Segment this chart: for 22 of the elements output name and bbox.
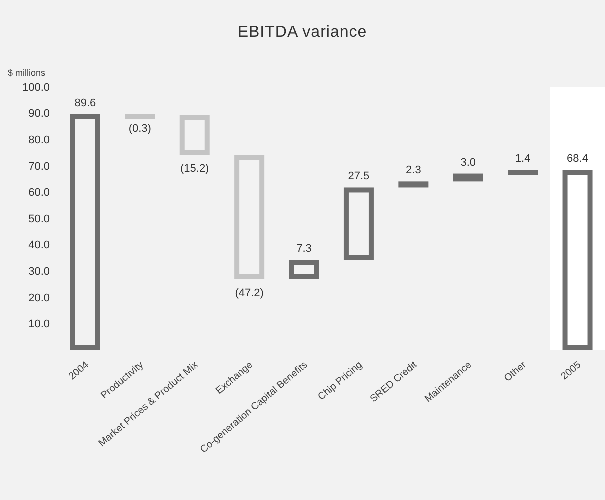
data-label: 3.0 — [460, 156, 476, 169]
y-tick-label: 50.0 — [28, 213, 50, 226]
y-tick-label: 40.0 — [28, 240, 50, 252]
y-tick-label: 10.0 — [28, 318, 50, 331]
y-tick-label: 90.0 — [28, 108, 50, 120]
y-tick-label: 30.0 — [28, 266, 50, 278]
data-label: 7.3 — [296, 243, 312, 256]
data-label: 89.6 — [74, 97, 96, 110]
data-label: 27.5 — [348, 170, 370, 183]
chart-title: EBITDA variance — [236, 24, 368, 42]
y-axis-title: $ millions — [8, 68, 46, 78]
y-tick-label: 60.0 — [28, 187, 50, 200]
y-tick-label: 100.0 — [22, 82, 50, 94]
data-label: (0.3) — [128, 123, 152, 136]
data-label: (47.2) — [235, 287, 264, 300]
data-label: (15.2) — [180, 163, 210, 176]
y-tick-label: 20.0 — [28, 292, 50, 304]
data-label: 68.4 — [567, 153, 588, 166]
y-tick-label: 80.0 — [28, 134, 50, 147]
y-tick-label: 70.0 — [28, 160, 50, 173]
data-label: 2.3 — [406, 164, 422, 177]
data-label: 1.4 — [515, 153, 531, 166]
